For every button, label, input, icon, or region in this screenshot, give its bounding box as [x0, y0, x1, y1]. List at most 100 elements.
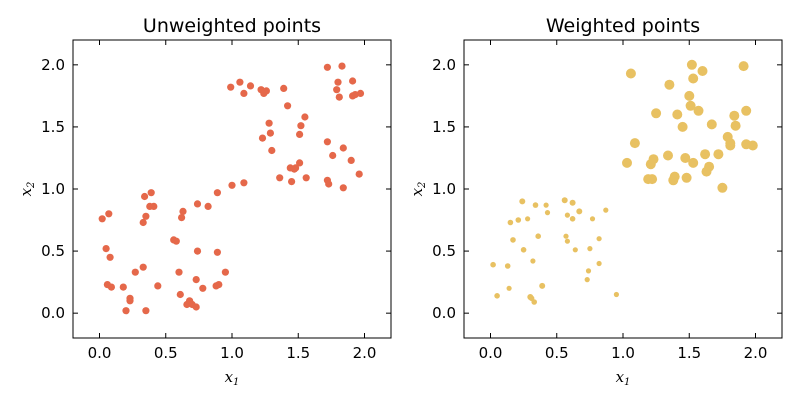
data-point — [651, 108, 662, 119]
data-point — [525, 216, 531, 222]
data-point — [227, 83, 235, 91]
data-point — [603, 207, 609, 213]
y-axis-label: x2 — [408, 182, 428, 197]
data-point — [349, 77, 357, 85]
data-point — [510, 237, 516, 243]
data-point — [280, 84, 288, 92]
data-point — [685, 100, 696, 111]
data-point — [297, 122, 305, 130]
data-point — [107, 283, 115, 291]
y-tick-label: 2.0 — [432, 56, 456, 74]
data-point — [141, 192, 149, 201]
data-point — [717, 182, 728, 193]
data-point — [504, 263, 511, 269]
data-point — [268, 146, 276, 155]
data-point — [119, 283, 127, 291]
data-point — [147, 189, 155, 197]
data-point — [706, 119, 717, 130]
data-point — [520, 247, 527, 253]
data-point — [323, 63, 331, 71]
data-point — [587, 246, 593, 252]
data-point — [356, 89, 365, 97]
data-point — [193, 200, 202, 208]
data-point — [561, 197, 568, 204]
data-point — [334, 78, 342, 86]
data-point — [339, 144, 347, 152]
data-point — [302, 174, 310, 182]
y-tick-label: 0.5 — [432, 242, 456, 260]
data-point — [178, 214, 186, 222]
data-point — [519, 198, 526, 205]
y-tick-label: 1.0 — [41, 180, 65, 198]
data-point — [266, 129, 274, 137]
data-point — [265, 119, 273, 127]
data-point — [131, 268, 139, 276]
data-point — [240, 89, 248, 97]
data-point — [172, 237, 180, 245]
data-point — [535, 233, 541, 239]
data-point — [323, 138, 331, 146]
data-point — [288, 178, 296, 186]
data-point — [531, 299, 537, 305]
x-tick-label: 2.0 — [744, 344, 768, 362]
x-tick-label: 0.0 — [479, 344, 503, 362]
data-point — [506, 285, 512, 291]
data-point — [139, 263, 147, 271]
data-point — [175, 268, 183, 276]
unweighted-scatter-plot: 0.0 0.5 1.0 1.5 2.0 0.0 0.5 1.0 1.5 2.0 Unweighted… — [17, 15, 392, 388]
data-point — [494, 293, 500, 299]
x-tick-label: 0.5 — [154, 344, 178, 362]
data-point — [704, 161, 715, 172]
data-point — [179, 207, 187, 215]
data-point — [106, 253, 114, 261]
y-tick-label: 2.0 — [41, 56, 65, 74]
data-point — [697, 66, 708, 76]
data-point — [622, 157, 632, 168]
data-point — [596, 260, 602, 267]
data-point — [98, 215, 106, 223]
data-point — [729, 110, 740, 121]
data-point — [236, 78, 244, 86]
x-tick-label: 1.0 — [611, 344, 635, 362]
data-point — [246, 82, 255, 90]
data-point — [221, 268, 229, 276]
y-tick-label: 1.0 — [432, 180, 456, 198]
data-point — [339, 184, 347, 192]
data-point — [213, 189, 221, 197]
data-point — [564, 238, 571, 244]
x-tick-label: 0.0 — [88, 344, 112, 362]
data-point — [530, 258, 536, 264]
data-point — [102, 245, 110, 253]
data-point — [105, 210, 113, 218]
data-point — [572, 247, 578, 253]
data-point — [681, 172, 692, 183]
data-point — [154, 282, 162, 290]
data-point — [335, 93, 343, 101]
data-point — [122, 307, 130, 315]
data-point — [747, 140, 758, 151]
x-tick-label: 1.5 — [286, 344, 310, 362]
data-point — [347, 156, 355, 164]
data-point — [193, 247, 202, 255]
data-point — [569, 199, 576, 206]
data-point — [700, 149, 711, 160]
data-point — [563, 233, 569, 239]
chart-title: Unweighted points — [143, 15, 321, 37]
x-axis-label: x1 — [616, 368, 631, 388]
data-point — [625, 68, 636, 79]
data-point — [292, 164, 300, 172]
data-point — [142, 307, 150, 315]
axes-frame — [463, 39, 783, 339]
y-axis-label: x2 — [17, 182, 37, 197]
data-point — [139, 218, 147, 227]
y-tick-label: 0.0 — [432, 304, 456, 322]
data-point — [686, 59, 697, 70]
y-tick-label: 0.5 — [41, 242, 65, 260]
data-point — [669, 171, 680, 182]
data-point — [296, 130, 304, 138]
data-point — [672, 109, 683, 120]
data-point — [544, 210, 551, 216]
data-point — [490, 261, 496, 268]
data-point — [564, 212, 571, 218]
x-tick-label: 1.5 — [677, 344, 701, 362]
